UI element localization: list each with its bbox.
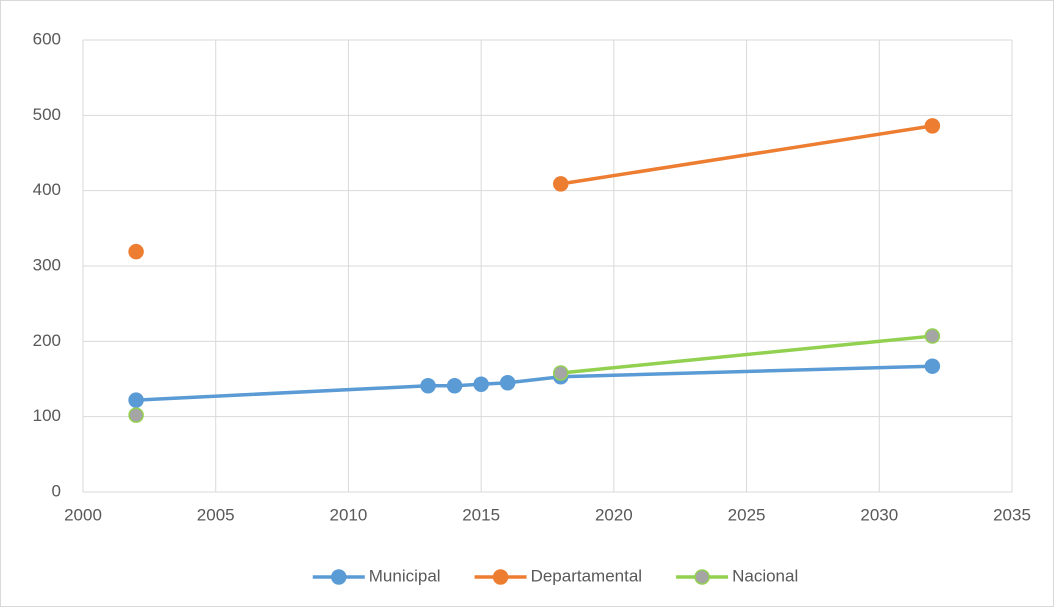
x-tick-label: 2005 [197, 505, 235, 524]
x-tick-label: 2020 [595, 505, 633, 524]
marker [420, 378, 436, 394]
y-tick-label: 300 [33, 255, 61, 274]
x-tick-label: 2035 [993, 505, 1031, 524]
legend-item: Departamental [474, 566, 643, 585]
marker [924, 118, 941, 134]
x-tick-label: 2010 [330, 505, 368, 524]
legend-marker [331, 569, 347, 585]
x-tick-label: 2000 [64, 505, 102, 524]
legend-marker [492, 569, 509, 585]
marker [128, 392, 144, 408]
legend-item: Nacional [676, 566, 798, 585]
marker [128, 243, 144, 260]
marker [553, 176, 569, 192]
legend-item: Municipal [312, 566, 441, 585]
legend-label: Nacional [732, 566, 798, 585]
marker [473, 376, 489, 393]
legend-label: Municipal [369, 566, 441, 585]
legend-label: Departamental [531, 566, 643, 585]
x-tick-label: 2015 [462, 505, 500, 524]
y-tick-label: 200 [33, 331, 61, 350]
y-tick-label: 500 [33, 105, 61, 124]
series-line [560, 124, 933, 186]
marker [924, 328, 941, 344]
marker [499, 375, 516, 391]
y-tick-label: 400 [33, 180, 61, 199]
x-tick-label: 2025 [728, 505, 766, 524]
legend-marker [694, 569, 710, 585]
marker [924, 358, 941, 374]
y-tick-label: 0 [52, 481, 61, 500]
marker [128, 407, 144, 423]
y-tick-label: 600 [33, 29, 61, 48]
x-tick-label: 2030 [860, 505, 898, 524]
y-tick-label: 100 [33, 406, 61, 425]
marker [553, 365, 569, 381]
marker [446, 378, 463, 394]
series-line [560, 334, 933, 375]
